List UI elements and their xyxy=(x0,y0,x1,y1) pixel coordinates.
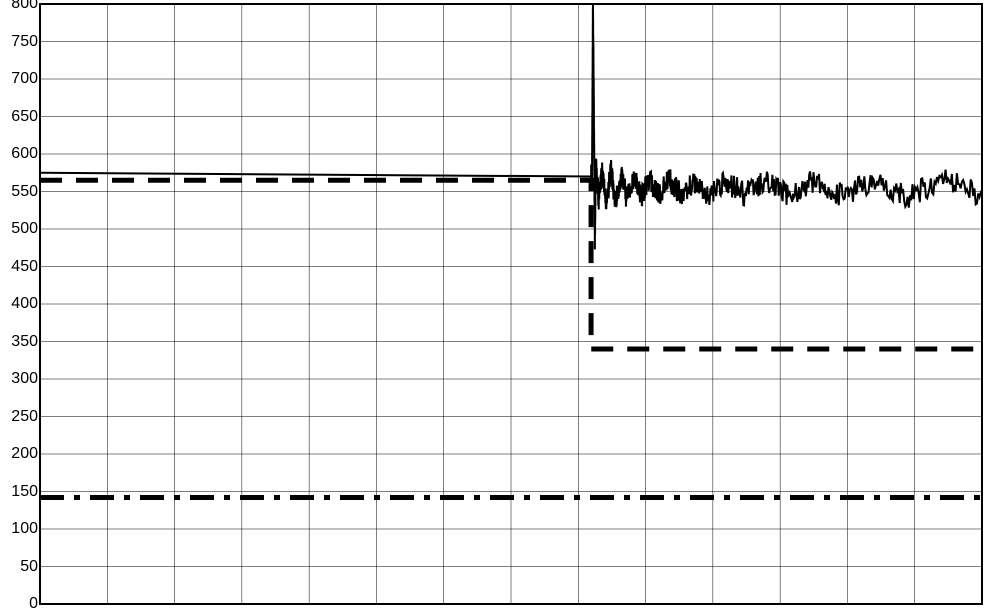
y-tick-label: 400 xyxy=(11,295,38,313)
y-tick-label: 100 xyxy=(11,520,38,538)
y-tick-label: 350 xyxy=(11,333,38,351)
y-tick-label: 750 xyxy=(11,33,38,51)
y-tick-label: 500 xyxy=(11,220,38,238)
y-tick-label: 650 xyxy=(11,108,38,126)
y-tick-label: 450 xyxy=(11,258,38,276)
y-tick-label: 200 xyxy=(11,445,38,463)
y-tick-label: 600 xyxy=(11,145,38,163)
y-tick-label: 150 xyxy=(11,483,38,501)
y-tick-label: 550 xyxy=(11,183,38,201)
y-tick-label: 700 xyxy=(11,70,38,88)
y-tick-label: 300 xyxy=(11,370,38,388)
y-tick-label: 250 xyxy=(11,408,38,426)
y-tick-label: 800 xyxy=(11,0,38,13)
line-chart xyxy=(0,0,984,615)
y-tick-label: 50 xyxy=(20,558,38,576)
y-tick-label: 0 xyxy=(29,595,38,613)
